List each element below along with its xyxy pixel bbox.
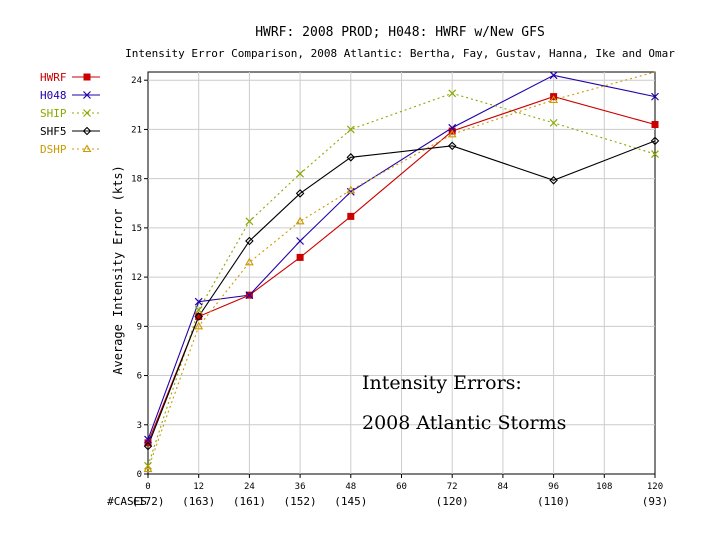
x-tick-label: 108 xyxy=(596,482,612,492)
data-point-h048 xyxy=(194,297,203,306)
series-lines xyxy=(147,71,656,470)
data-point-shf5 xyxy=(143,441,153,451)
data-point-shf5 xyxy=(650,136,660,146)
series-line-ship xyxy=(147,92,656,466)
y-axis-ticks: 0 3 6 9 12 15 18 21 24 xyxy=(131,76,148,480)
data-point-ship xyxy=(448,89,457,98)
legend-label-ship: SHIP xyxy=(40,107,67,120)
x-tick-label: 0 xyxy=(145,482,150,492)
data-point-shf5 xyxy=(245,236,254,246)
series-line-h048 xyxy=(147,74,656,440)
data-point-shf5 xyxy=(549,176,558,185)
legend-label-hwrf: HWRF xyxy=(40,71,67,84)
data-point-ship xyxy=(549,118,558,127)
data-point-h048 xyxy=(448,123,457,132)
x-tick-label: 96 xyxy=(548,482,559,492)
data-point-dshp xyxy=(549,95,559,103)
legend-marker-shf5 xyxy=(82,126,92,136)
data-point-h048 xyxy=(245,291,254,300)
case-count: (172) xyxy=(131,495,164,508)
y-tick-label: 6 xyxy=(137,372,142,382)
y-tick-label: 18 xyxy=(131,175,142,185)
overlay-line-2: 2008 Atlantic Storms xyxy=(362,412,566,434)
chart-subtitle: Intensity Error Comparison, 2008 Atlanti… xyxy=(125,47,675,60)
x-tick-label: 36 xyxy=(295,482,306,492)
data-point-shf5 xyxy=(346,153,356,162)
legend-marker-ship xyxy=(83,109,91,117)
x-tick-label: 24 xyxy=(244,482,255,492)
y-tick-label: 3 xyxy=(137,421,142,431)
series-markers xyxy=(143,71,660,473)
legend-label-h048: H048 xyxy=(40,89,67,102)
case-count: (120) xyxy=(436,495,469,508)
case-count: (110) xyxy=(537,495,570,508)
y-tick-label: 15 xyxy=(131,224,142,234)
data-point-h048 xyxy=(296,237,305,245)
data-point-hwrf xyxy=(651,121,659,129)
chart-title: HWRF: 2008 PROD; H048: HWRF w/New GFS xyxy=(255,25,545,40)
data-point-h048 xyxy=(651,92,659,101)
case-count: (93) xyxy=(642,495,669,508)
data-point-hwrf xyxy=(347,212,355,220)
legend-marker-hwrf xyxy=(83,73,91,81)
y-tick-label: 12 xyxy=(131,273,142,283)
y-tick-label: 24 xyxy=(131,76,142,86)
data-point-shf5 xyxy=(194,312,203,321)
x-tick-label: 84 xyxy=(497,482,508,492)
data-point-dshp xyxy=(143,464,153,473)
overlay-line-1: Intensity Errors: xyxy=(362,372,522,394)
cases-label: #CASES xyxy=(107,495,147,508)
data-point-dshp xyxy=(244,257,254,266)
case-count: (161) xyxy=(233,495,266,508)
data-point-ship xyxy=(651,150,659,158)
series-line-dshp xyxy=(147,71,656,470)
data-point-h048 xyxy=(346,187,355,196)
x-tick-label: 48 xyxy=(345,482,356,492)
data-point-shf5 xyxy=(295,189,305,198)
legend-marker-dshp xyxy=(82,144,92,153)
x-tick-label: 60 xyxy=(396,482,407,492)
legend: HWRF H048 SHIP SHF5 DSHP xyxy=(40,71,100,156)
data-point-h048 xyxy=(144,435,152,444)
series-line-shf5 xyxy=(147,140,656,447)
data-point-ship xyxy=(346,125,355,134)
y-axis-label: Average Intensity Error (kts) xyxy=(111,165,125,375)
y-tick-label: 0 xyxy=(137,470,142,480)
data-point-hwrf xyxy=(296,253,304,261)
data-point-dshp xyxy=(346,185,356,194)
case-count: (163) xyxy=(182,495,215,508)
cases-row: #CASES (172) (163) (161) (152) (145) (120) (11… xyxy=(107,495,668,508)
data-point-dshp xyxy=(194,321,204,330)
x-tick-label: 120 xyxy=(647,482,663,492)
case-count: (152) xyxy=(284,495,317,508)
legend-marker-h048 xyxy=(83,91,91,99)
gridlines xyxy=(148,72,655,474)
x-axis-ticks: 0 12 24 36 48 60 72 84 96 108 120 xyxy=(145,474,663,492)
legend-label-shf5: SHF5 xyxy=(40,125,67,138)
x-tick-label: 72 xyxy=(447,482,458,492)
y-tick-label: 21 xyxy=(131,125,142,135)
y-tick-label: 9 xyxy=(137,322,142,332)
case-count: (145) xyxy=(334,495,367,508)
data-point-hwrf xyxy=(195,312,203,320)
data-point-ship xyxy=(245,217,254,226)
data-point-dshp xyxy=(447,129,457,138)
legend-label-dshp: DSHP xyxy=(40,143,67,156)
data-point-dshp xyxy=(295,216,305,225)
x-tick-label: 12 xyxy=(193,482,204,492)
series-line-hwrf xyxy=(147,96,656,444)
data-point-h048 xyxy=(549,71,558,80)
data-point-ship xyxy=(296,169,305,178)
data-point-ship xyxy=(194,305,203,314)
data-point-shf5 xyxy=(447,141,457,151)
